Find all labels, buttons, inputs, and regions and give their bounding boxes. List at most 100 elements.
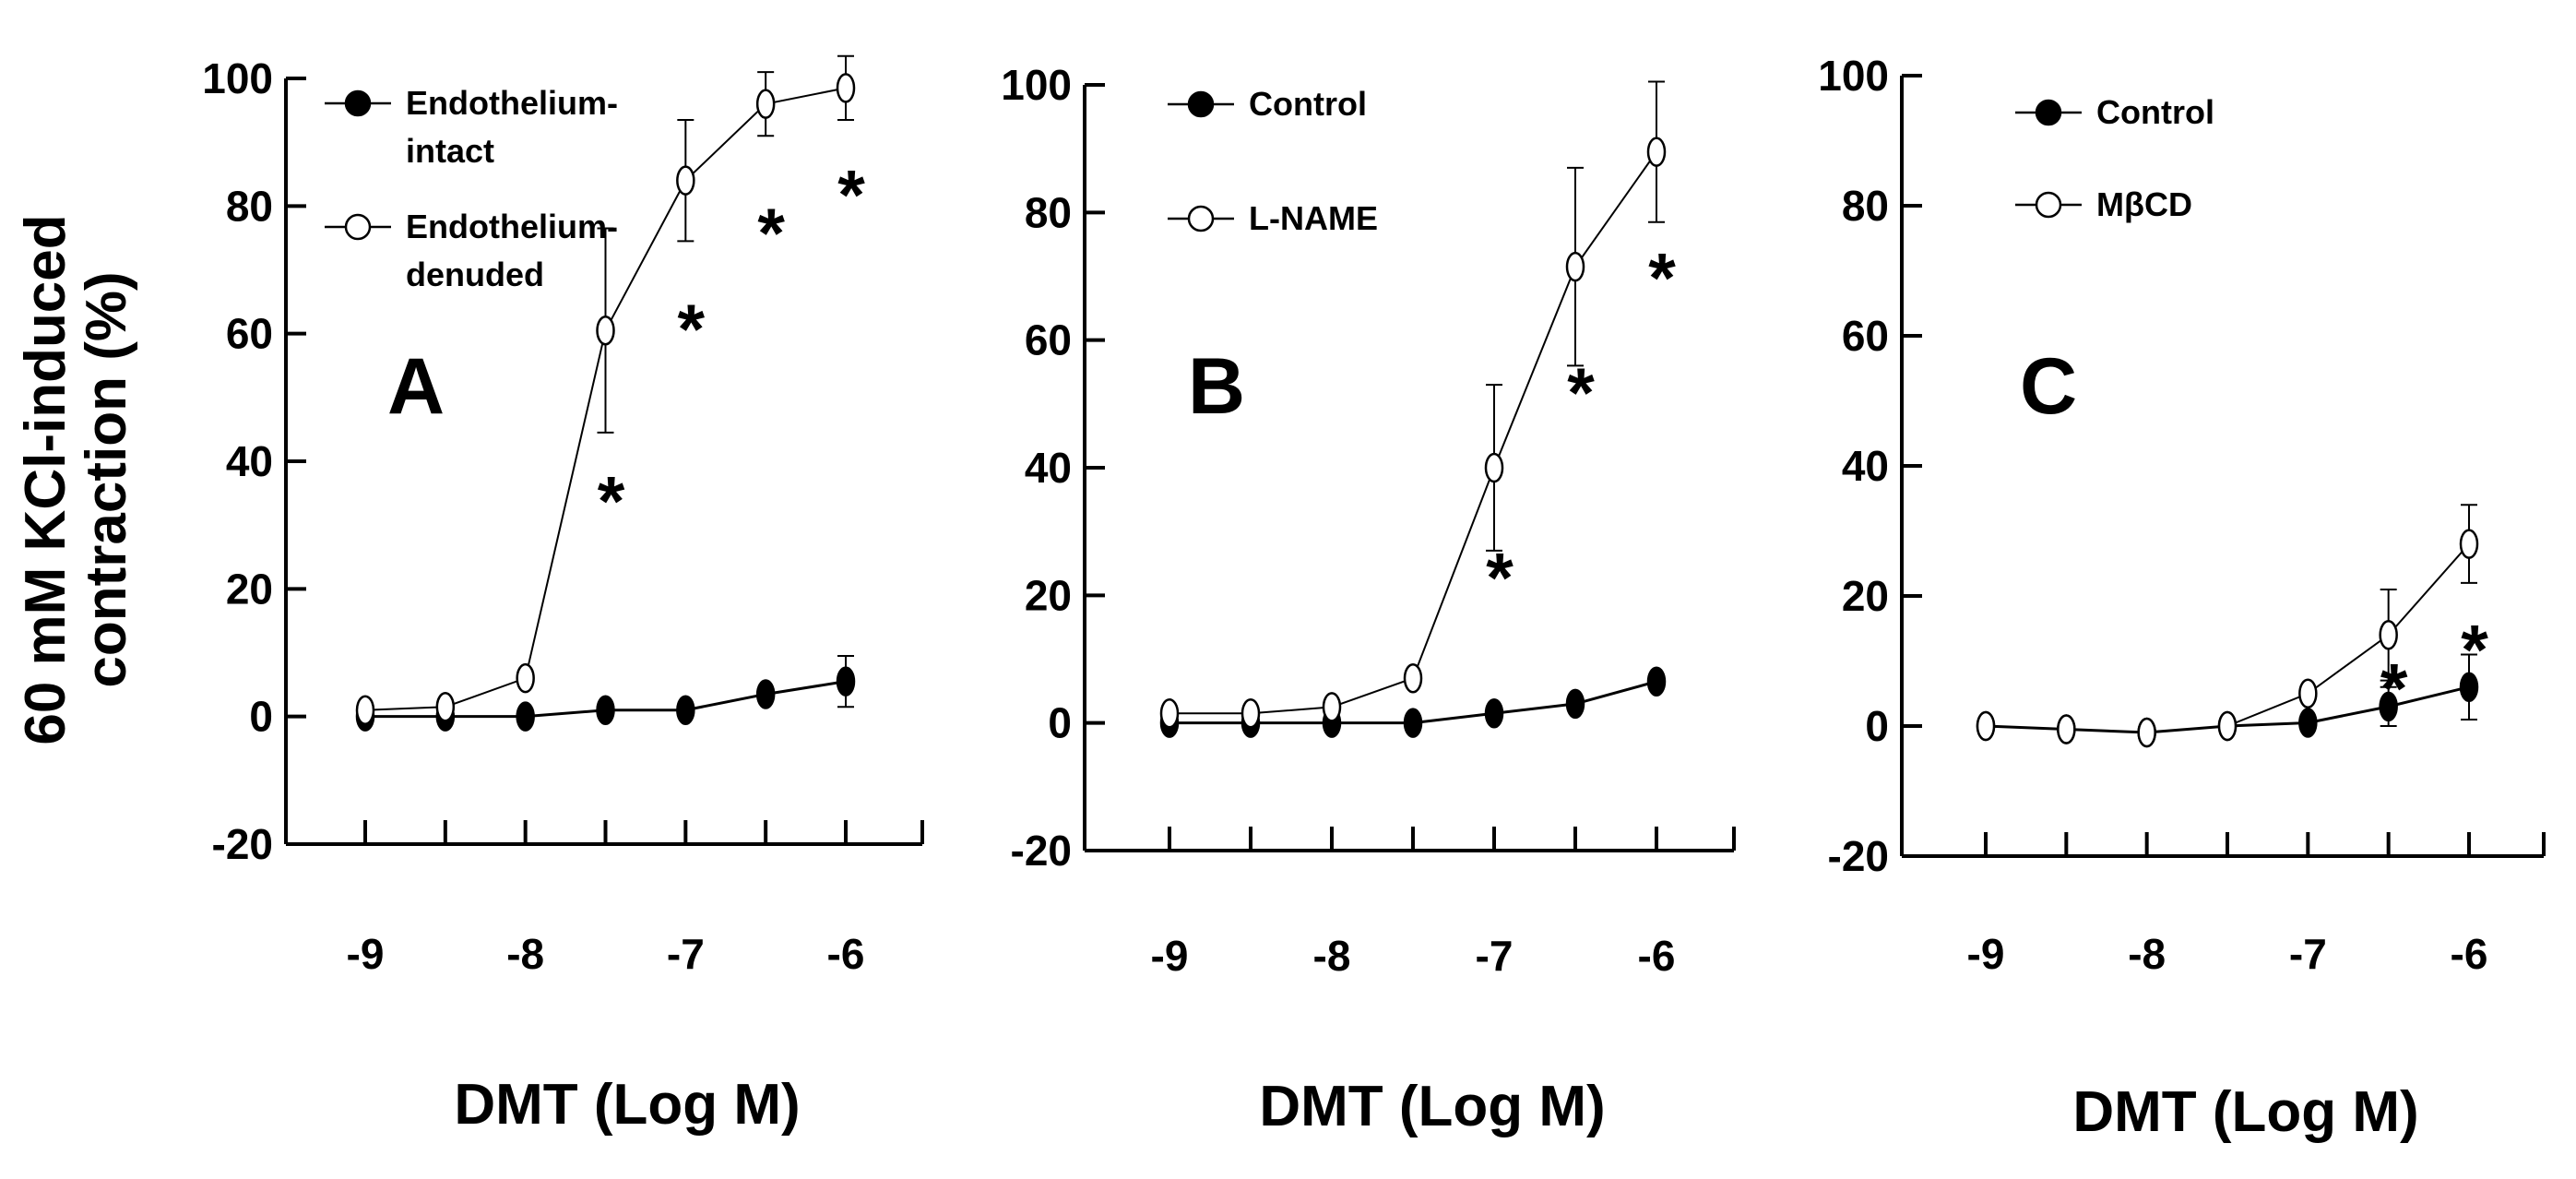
significance-star: * — [2380, 650, 2408, 729]
panel-label: A — [387, 342, 445, 431]
legend-marker-filled — [2035, 99, 2062, 126]
data-point-open — [516, 662, 535, 694]
legend-label: Control — [2096, 93, 2214, 131]
x-tick-label: -9 — [1967, 930, 2005, 978]
data-point-open — [2137, 717, 2156, 748]
data-point-open — [435, 692, 456, 722]
x-tick-label: -9 — [1151, 932, 1189, 980]
significance-star: * — [837, 157, 865, 235]
legend-label: denuded — [406, 256, 544, 293]
x-tick-label: -7 — [667, 930, 705, 978]
y-tick-label: 40 — [1842, 442, 1889, 490]
x-tick-label: -8 — [506, 930, 544, 978]
legend-label: Endothelium- — [406, 84, 618, 122]
y-tick-label: 80 — [226, 182, 273, 230]
legend-label: L-NAME — [1249, 199, 1378, 237]
data-point-open — [1646, 137, 1667, 167]
y-tick-label: -20 — [212, 820, 273, 868]
x-tick-label: -7 — [2289, 930, 2327, 978]
data-point-open — [676, 165, 695, 196]
data-point-open — [1565, 251, 1585, 282]
data-point-filled — [676, 695, 695, 725]
legend-label: MβCD — [2096, 185, 2192, 223]
data-point-open — [1403, 663, 1423, 694]
y-tick-label: 40 — [1025, 444, 1072, 492]
data-point-open — [2459, 529, 2479, 559]
legend-marker-open — [1187, 205, 1215, 232]
y-tick-label: 40 — [226, 437, 273, 485]
data-point-open — [2298, 678, 2318, 709]
significance-star: * — [2461, 611, 2488, 689]
data-point-filled — [2379, 691, 2398, 722]
significance-star: * — [757, 195, 785, 273]
y-tick-label: 100 — [202, 54, 273, 102]
x-tick-label: -6 — [2451, 930, 2488, 978]
y-axis-label-line-2: contraction (%) — [75, 271, 138, 687]
y-tick-label: 60 — [1025, 316, 1072, 364]
data-point-filled — [2459, 672, 2479, 702]
data-point-filled — [596, 695, 615, 725]
y-tick-label: 20 — [1025, 571, 1072, 619]
x-tick-label: -6 — [827, 930, 865, 978]
y-tick-label: 100 — [1818, 52, 1889, 100]
data-point-open — [1241, 698, 1261, 729]
legend-label: Endothelium- — [406, 208, 618, 245]
data-point-open — [2057, 714, 2076, 744]
significance-star: * — [1486, 540, 1514, 618]
data-point-filled — [836, 666, 856, 697]
legend-marker-open — [2035, 191, 2062, 219]
chart-panel-a: 100 80 60 40 20 0 -20 -9 -8 -7 -6 DMT (Log M) A Endot… — [202, 54, 924, 1137]
x-tick-label: -7 — [1476, 932, 1514, 980]
panel-label: B — [1188, 342, 1245, 431]
data-point-open — [355, 695, 375, 725]
y-tick-label: 80 — [1025, 188, 1072, 236]
panel-label: C — [2020, 342, 2077, 431]
data-point-filled — [1484, 698, 1504, 729]
y-tick-label: 60 — [226, 310, 273, 358]
data-point-open — [1322, 692, 1342, 722]
significance-star: * — [1567, 354, 1595, 433]
legend-marker-open — [344, 213, 372, 241]
data-point-open — [596, 315, 615, 346]
significance-star: * — [1648, 240, 1676, 318]
data-point-open — [1976, 710, 1996, 742]
y-tick-label: 0 — [1048, 699, 1072, 747]
data-point-filled — [1403, 708, 1423, 738]
x-tick-label: -8 — [1313, 932, 1351, 980]
y-tick-label: 0 — [249, 693, 273, 741]
x-tick-label: -9 — [347, 930, 385, 978]
y-tick-label: 0 — [1865, 702, 1889, 750]
y-axis-label: 60 mM KCl-induced contraction (%) — [14, 214, 138, 744]
data-point-open — [2379, 620, 2398, 650]
y-tick-label: 20 — [226, 565, 273, 613]
x-tick-label: -6 — [1638, 932, 1676, 980]
chart-panel-c: 100 80 60 40 20 0 -20 -9 -8 -7 -6 DMT (Log M) C Contr… — [1818, 52, 2546, 1144]
x-axis-label: DMT (Log M) — [1259, 1075, 1605, 1138]
y-axis-label-line-1: 60 mM KCl-induced — [14, 214, 77, 744]
legend-label: intact — [406, 132, 494, 170]
legend-label: Control — [1249, 85, 1367, 123]
data-point-filled — [755, 679, 776, 709]
y-tick-label: 60 — [1842, 312, 1889, 360]
y-tick-label: -20 — [1828, 832, 1889, 880]
y-tick-label: 80 — [1842, 182, 1889, 230]
data-point-open — [1484, 452, 1504, 483]
data-point-filled — [516, 701, 535, 732]
legend-marker-filled — [344, 89, 372, 117]
x-axis-label: DMT (Log M) — [454, 1073, 800, 1137]
y-tick-label: 100 — [1001, 61, 1072, 109]
x-axis-label: DMT (Log M) — [2072, 1080, 2418, 1144]
chart-panel-b: 100 80 60 40 20 0 -20 -9 -8 -7 -6 DMT (Log M) B Contr… — [1001, 61, 1736, 1138]
data-point-filled — [1565, 688, 1585, 720]
y-tick-label: 20 — [1842, 572, 1889, 620]
significance-star: * — [678, 291, 706, 369]
data-point-open — [1159, 698, 1180, 729]
data-point-open — [2217, 710, 2238, 742]
significance-star: * — [598, 463, 625, 542]
data-point-filled — [2298, 708, 2318, 738]
y-tick-label: -20 — [1011, 827, 1072, 875]
data-point-open — [836, 73, 856, 103]
data-point-open — [755, 89, 776, 119]
data-point-filled — [1646, 666, 1667, 697]
